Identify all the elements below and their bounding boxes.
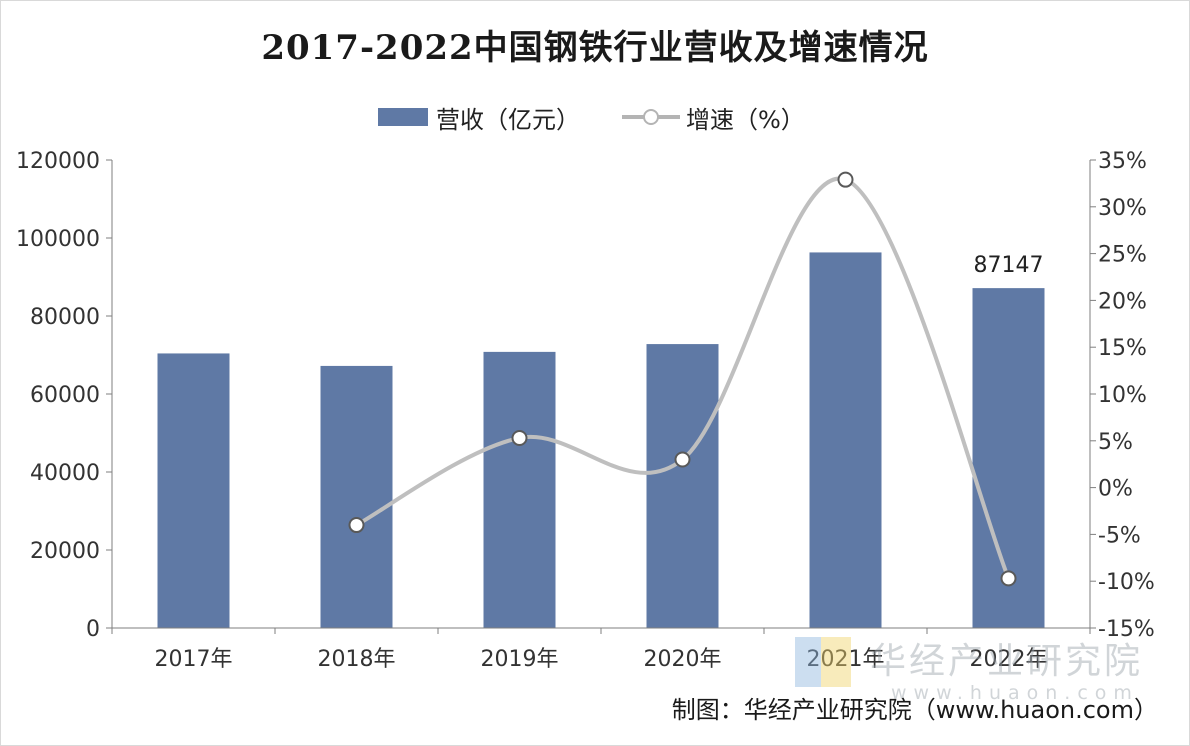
growth-point-marker (348, 517, 365, 534)
x-tick-label: 2022年 (970, 647, 1048, 672)
x-tick-label: 2017年 (155, 647, 233, 672)
legend-label-revenue: 营收（亿元） (436, 105, 580, 134)
growth-point-marker (674, 451, 691, 468)
chart-title: 2017-2022中国钢铁行业营收及增速情况 (261, 28, 929, 68)
y-right-tick-label: -10% (1098, 570, 1155, 595)
y-left-tick-label: 60000 (30, 383, 100, 408)
growth-series-line (355, 176, 1011, 580)
y-right-tick-label: 10% (1098, 383, 1147, 408)
y-right-tick-label: 30% (1098, 196, 1147, 221)
x-tick-label: 2021年 (807, 647, 885, 672)
y-right-tick-label: -15% (1098, 617, 1155, 642)
y-left-tick-label: 40000 (30, 461, 100, 486)
legend-line-marker-icon (622, 107, 680, 127)
legend-item-growth: 增速（%） (622, 100, 805, 135)
legend: 营收（亿元） 增速（%） (378, 100, 847, 134)
bar-revenue-2019年 (483, 351, 556, 628)
watermark-url: www.huaon.com (891, 682, 1139, 704)
bar-revenue-2018年 (320, 365, 393, 628)
legend-label-growth: 增速（%） (686, 105, 805, 134)
y-left-tick-label: 0 (86, 617, 100, 642)
watermark-name: 华经产业研究院 (870, 641, 1144, 682)
y-left-tick-label: 20000 (30, 539, 100, 564)
data-label-revenue: 87147 (974, 253, 1044, 278)
y-left-tick-label: 80000 (30, 305, 100, 330)
bar-revenue-2017年 (157, 353, 230, 628)
source-footer: 制图：华经产业研究院（www.huaon.com） (671, 696, 1158, 724)
y-right-tick-label: -5% (1098, 523, 1141, 548)
growth-point-marker (511, 429, 528, 446)
legend-bar-swatch (378, 108, 428, 126)
y-right-tick-label: 20% (1098, 289, 1147, 314)
y-left-tick-label: 100000 (16, 227, 100, 252)
y-right-tick-label: 25% (1098, 243, 1147, 268)
y-right-tick-label: 15% (1098, 336, 1147, 361)
y-right-tick-label: 35% (1098, 149, 1147, 174)
bar-revenue-2021年 (809, 252, 882, 628)
y-left-tick-label: 120000 (16, 149, 100, 174)
growth-point-marker (837, 171, 854, 188)
y-right-tick-label: 0% (1098, 477, 1133, 502)
x-tick-label: 2018年 (318, 647, 396, 672)
watermark: 华经产业研究院 www.huaon.com (795, 632, 1175, 712)
legend-item-revenue: 营收（亿元） (378, 100, 580, 135)
watermark-logo-icon (795, 637, 851, 687)
y-right-tick-label: 5% (1098, 430, 1133, 455)
x-tick-label: 2020年 (644, 647, 722, 672)
x-tick-label: 2019年 (481, 647, 559, 672)
bar-revenue-2020年 (646, 344, 719, 628)
growth-point-marker (1000, 570, 1017, 587)
